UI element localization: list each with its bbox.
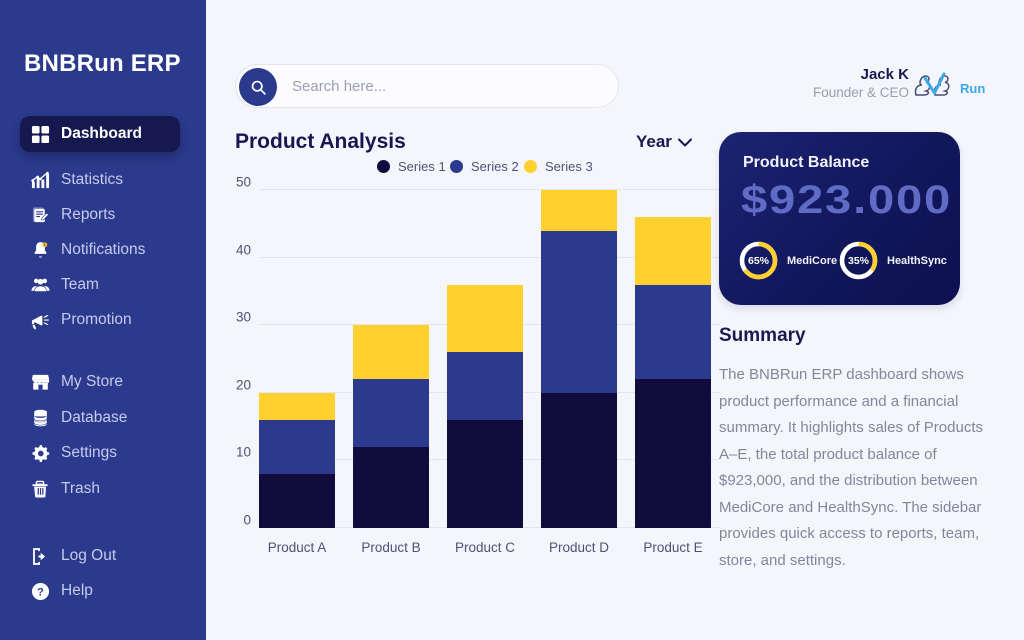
svg-text:Run: Run [960, 81, 985, 96]
svg-text:1: 1 [44, 242, 46, 246]
svg-text:?: ? [37, 586, 44, 598]
